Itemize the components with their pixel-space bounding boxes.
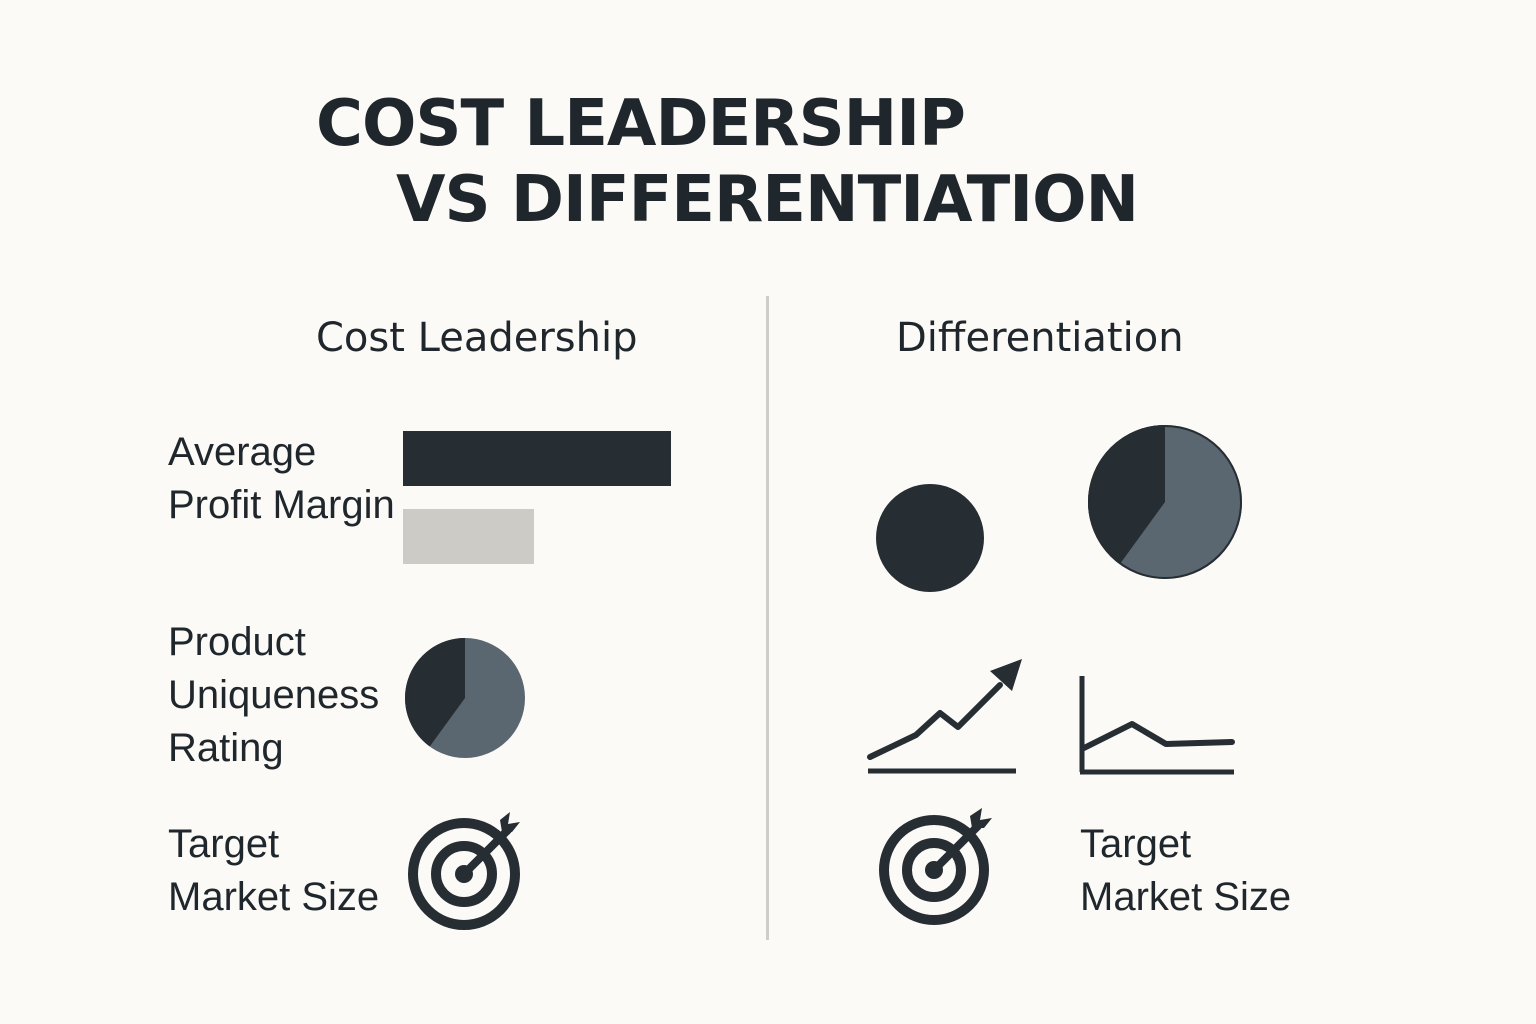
line-chart-icon <box>1079 676 1235 775</box>
title-line-2: VS DIFFERENTIATION <box>396 163 1139 237</box>
target-icon <box>408 812 520 930</box>
label-line: Target <box>1080 822 1192 866</box>
pie-chart-icon <box>404 638 525 758</box>
label-line: Target <box>168 822 280 866</box>
label-line: Product <box>168 620 306 664</box>
label-average-profit-margin: Average Profit Margin <box>168 426 395 532</box>
label-line: Average <box>168 430 317 474</box>
label-target-market-size-left: Target Market Size <box>168 818 379 924</box>
trend-up-icon <box>867 659 1022 774</box>
heading-cost-leadership: Cost Leadership <box>316 315 638 361</box>
column-divider <box>766 296 769 940</box>
pie-chart-icon <box>1088 425 1242 579</box>
profit-margin-bar-light <box>403 509 534 564</box>
label-target-market-size-right: Target Market Size <box>1080 818 1291 924</box>
label-line: Market Size <box>168 875 380 919</box>
circle-icon <box>876 484 984 592</box>
label-product-uniqueness-rating: Product Uniqueness Rating <box>168 616 379 775</box>
title-line-1: COST LEADERSHIP <box>316 87 966 161</box>
label-line: Uniqueness <box>168 673 380 717</box>
label-line: Profit Margin <box>168 483 395 527</box>
profit-margin-bar-dark <box>403 431 671 486</box>
heading-differentiation: Differentiation <box>896 315 1184 361</box>
label-line: Market Size <box>1080 875 1292 919</box>
label-line: Rating <box>168 726 284 770</box>
target-icon <box>879 808 992 925</box>
